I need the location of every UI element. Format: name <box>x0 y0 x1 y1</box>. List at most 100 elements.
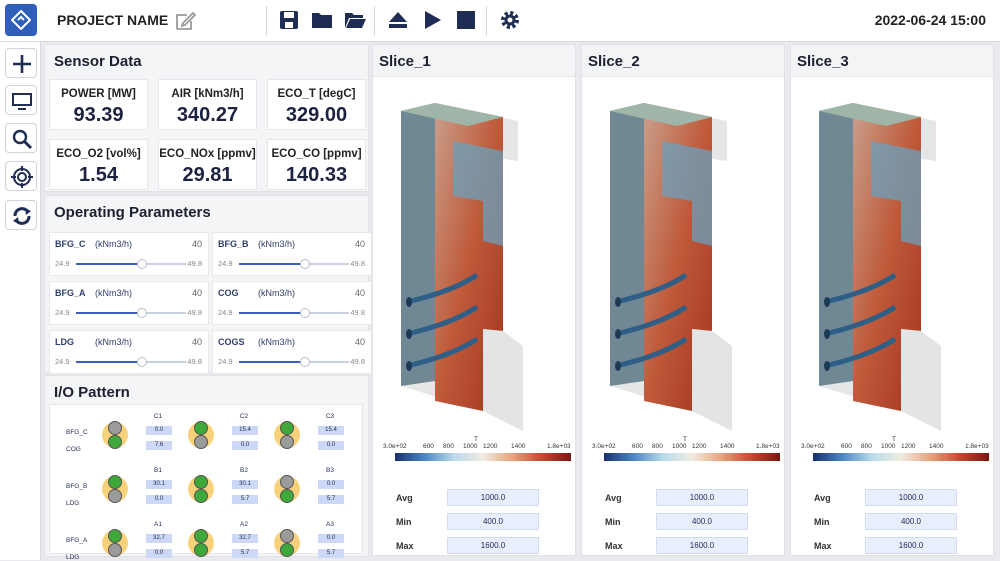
colorbar-tick: 1000 <box>463 443 478 450</box>
gear-icon[interactable] <box>499 9 521 31</box>
stat-value-min: 400.0 <box>447 513 539 530</box>
burner-indicator <box>102 529 128 557</box>
param-max: 49.8 <box>187 357 202 366</box>
io-row-label: COG <box>66 446 81 453</box>
burner-top-dot <box>194 529 208 543</box>
param-min: 24.9 <box>218 357 233 366</box>
param-name: LDG <box>55 337 74 347</box>
param-min: 24.9 <box>218 308 233 317</box>
io-value-box: 5.7 <box>232 549 258 558</box>
operating-parameters-panel: Operating Parameters BFG_C (kNm3/h) 40 24.9… <box>44 195 372 374</box>
temperature-colorbar <box>604 453 780 461</box>
stat-value-avg: 1000.0 <box>865 489 957 506</box>
furnace-render <box>610 103 732 431</box>
burner-top-dot <box>108 421 122 435</box>
param-value: 40 <box>354 288 365 298</box>
slider-track[interactable] <box>239 259 349 269</box>
folder-open-icon[interactable] <box>344 9 366 31</box>
stop-icon[interactable] <box>455 9 477 31</box>
sensor-label: ECO_T [degC] <box>277 88 356 100</box>
datetime: 2022-06-24 15:00 <box>874 12 986 28</box>
stat-value-avg: 1000.0 <box>447 489 539 506</box>
io-value-box: 0.0 <box>146 549 172 558</box>
stat-label-min: Min <box>814 517 830 527</box>
slider-fill <box>239 312 305 314</box>
folder-icon[interactable] <box>311 9 333 31</box>
param-name: COG <box>218 288 239 298</box>
stat-value-min: 400.0 <box>865 513 957 530</box>
temperature-colorbar <box>395 453 571 461</box>
app-logo[interactable] <box>5 4 37 36</box>
slider-track[interactable] <box>76 308 186 318</box>
monitor-button[interactable] <box>5 85 37 115</box>
slider-thumb[interactable] <box>137 259 147 269</box>
monitor-icon <box>12 93 32 110</box>
edit-icon[interactable] <box>173 9 197 33</box>
burner-bottom-dot <box>280 489 294 503</box>
param-slider-bfg_b: BFG_B (kNm3/h) 40 24.9 49.8 <box>212 232 372 276</box>
io-value-box: 30.1 <box>232 480 258 489</box>
colorbar-tick: 1400 <box>929 443 944 450</box>
sensor-data-title: Sensor Data <box>54 53 142 70</box>
slider-track[interactable] <box>76 357 186 367</box>
search-icon <box>12 129 33 150</box>
burner-top-dot <box>108 475 122 489</box>
burner-bottom-dot <box>194 435 208 449</box>
io-col-label: C1 <box>153 413 163 420</box>
sensor-label: POWER [MW] <box>61 88 136 100</box>
io-value-box: 0.0 <box>318 441 344 450</box>
slider-track[interactable] <box>76 259 186 269</box>
param-max: 49.8 <box>350 357 365 366</box>
target-button[interactable] <box>5 161 37 191</box>
io-col-label: A1 <box>154 521 162 528</box>
sensor-label: ECO_CO [ppmv] <box>271 148 362 160</box>
colorbar-tick: 600 <box>841 443 852 450</box>
refresh-button[interactable] <box>5 200 37 230</box>
slider-fill <box>239 263 305 265</box>
io-value-box: 0.0 <box>146 495 172 504</box>
slider-thumb[interactable] <box>300 259 310 269</box>
eject-icon[interactable] <box>387 9 409 31</box>
colorbar-var: T <box>892 436 896 443</box>
colorbar-tick: 600 <box>632 443 643 450</box>
param-slider-cog: COG (kNm3/h) 40 24.9 49.8 <box>212 281 372 325</box>
sensor-card: ECO_NOx [ppmv] 29.81 <box>158 139 257 190</box>
burner-bottom-dot <box>108 489 122 503</box>
burner-top-dot <box>108 529 122 543</box>
slider-thumb[interactable] <box>137 357 147 367</box>
slider-thumb[interactable] <box>137 308 147 318</box>
param-unit: (kNm3/h) <box>258 337 296 347</box>
param-unit: (kNm3/h) <box>258 288 296 298</box>
slice-title: Slice_2 <box>588 53 640 70</box>
param-value: 40 <box>354 239 365 249</box>
param-min: 24.9 <box>55 357 70 366</box>
sensor-value: 1.54 <box>79 164 118 186</box>
sensor-card: ECO_O2 [vol%] 1.54 <box>49 139 148 190</box>
io-value-box: 32.7 <box>146 534 172 543</box>
slider-track[interactable] <box>239 357 349 367</box>
stat-label-avg: Avg <box>814 493 831 503</box>
search-button[interactable] <box>5 123 37 153</box>
param-unit: (kNm3/h) <box>95 337 133 347</box>
slice-title: Slice_3 <box>797 53 849 70</box>
param-unit: (kNm3/h) <box>95 239 133 249</box>
param-min: 24.9 <box>55 308 70 317</box>
sensor-data-panel: Sensor Data POWER [MW] 93.39 AIR [kNm3/h]… <box>44 44 369 192</box>
furnace-render <box>401 103 523 431</box>
slider-track[interactable] <box>239 308 349 318</box>
slider-thumb[interactable] <box>300 308 310 318</box>
add-button[interactable] <box>5 48 37 78</box>
stat-label-avg: Avg <box>396 493 413 503</box>
io-col-label: A3 <box>326 521 334 528</box>
stat-value-max: 1600.0 <box>656 537 748 554</box>
save-icon[interactable] <box>278 9 300 31</box>
slice-title-bar: Slice_3 <box>791 45 993 77</box>
slider-fill <box>76 312 142 314</box>
slice-panel-3: Slice_3 T 3.0e+02 600 800 1000 1200 1400 1.8e+03… <box>790 44 994 556</box>
slider-thumb[interactable] <box>300 357 310 367</box>
burner-top-dot <box>194 475 208 489</box>
logo-icon <box>11 10 31 30</box>
play-icon[interactable] <box>421 9 443 31</box>
toolbar-divider <box>266 6 267 36</box>
slider-fill <box>76 263 142 265</box>
